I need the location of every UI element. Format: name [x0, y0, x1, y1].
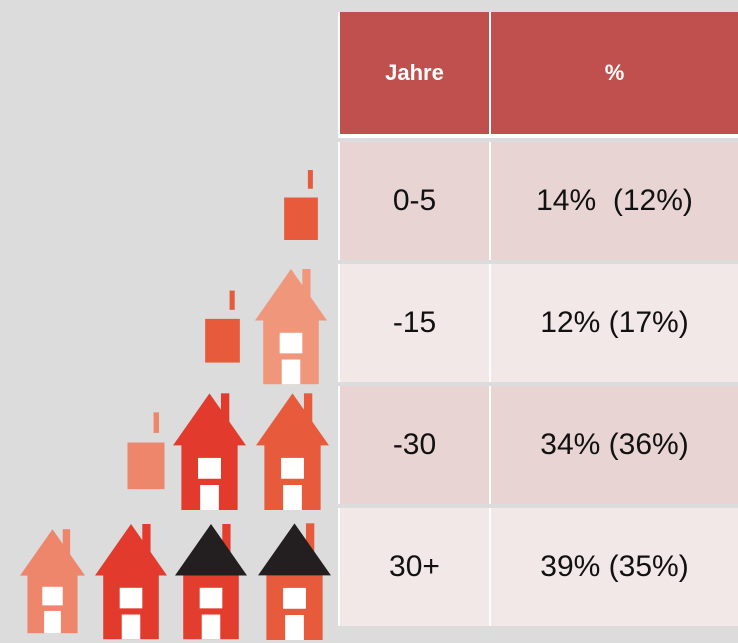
header-row: Jahre % — [338, 12, 738, 138]
header-cell: Jahre — [338, 12, 489, 138]
header-cell: % — [489, 12, 738, 138]
table-cell: 34% (36%) — [489, 386, 738, 504]
table-cell: 14% (12%) — [489, 142, 738, 260]
table-row: 30+39% (35%) — [338, 508, 738, 626]
table-cell: -30 — [338, 386, 489, 504]
table-cell: 0-5 — [338, 142, 489, 260]
table-cell: 39% (35%) — [489, 508, 738, 626]
table-cell: 30+ — [338, 508, 489, 626]
table-cell: -15 — [338, 264, 489, 382]
page: Jahre % 0-514% (12%)-1512% (17%)-3034% (… — [0, 0, 738, 643]
table-cell: 12% (17%) — [489, 264, 738, 382]
house-illustration — [0, 0, 338, 643]
